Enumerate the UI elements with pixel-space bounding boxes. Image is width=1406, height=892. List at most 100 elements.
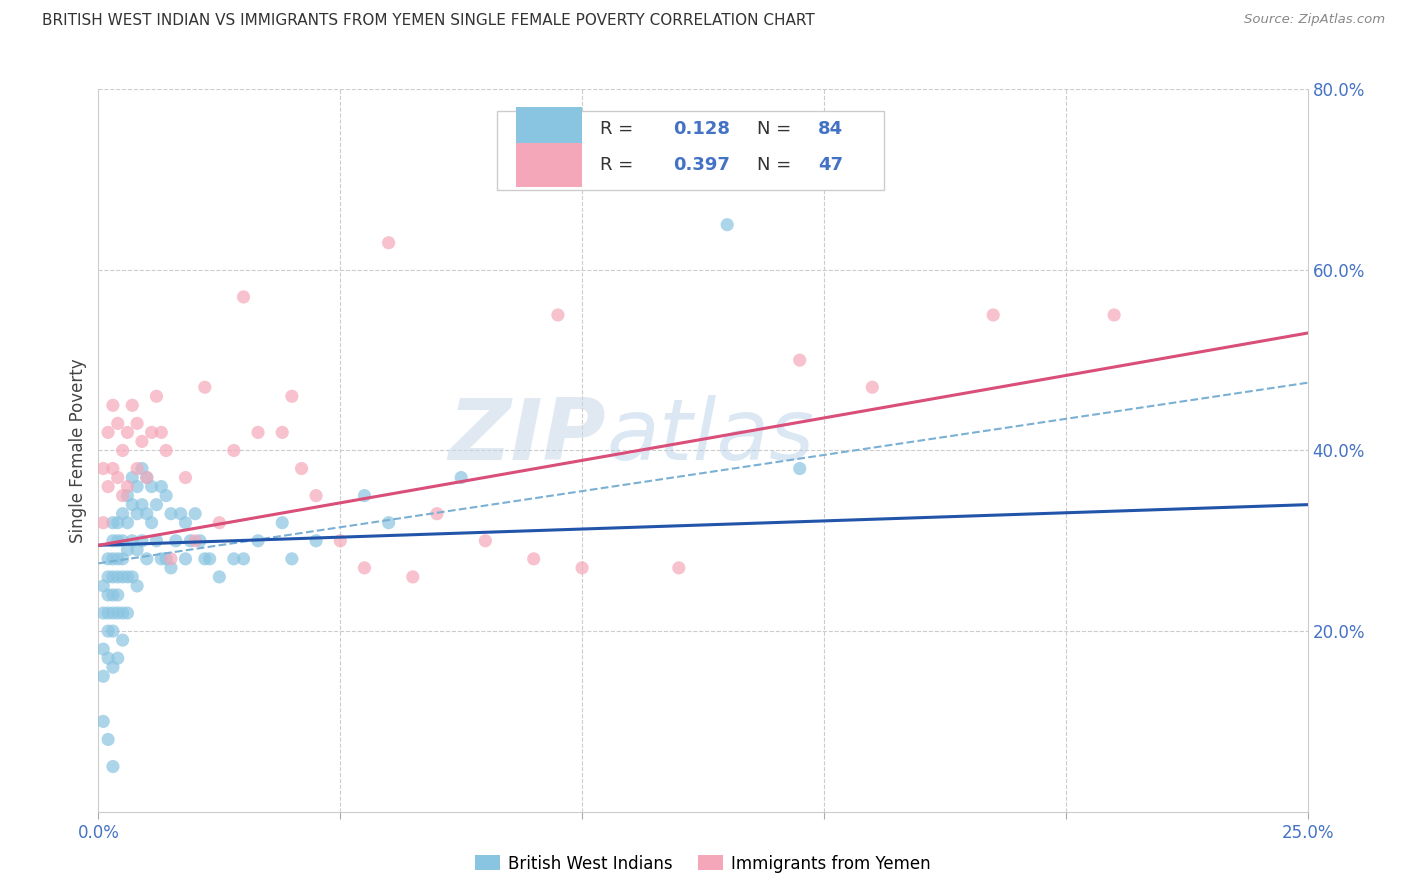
- Point: [127, 542, 149, 557]
- Point: [232, 290, 254, 304]
- Point: [208, 516, 231, 530]
- Point: [107, 516, 129, 530]
- Point: [101, 516, 124, 530]
- Point: [145, 498, 167, 512]
- Point: [131, 533, 153, 548]
- Point: [117, 425, 139, 440]
- Point: [716, 218, 738, 232]
- Point: [145, 389, 167, 403]
- Point: [377, 235, 399, 250]
- Point: [107, 470, 129, 484]
- Point: [141, 480, 163, 494]
- Point: [155, 551, 177, 566]
- Point: [111, 443, 134, 458]
- Point: [145, 533, 167, 548]
- Point: [91, 714, 114, 729]
- Text: BRITISH WEST INDIAN VS IMMIGRANTS FROM YEMEN SINGLE FEMALE POVERTY CORRELATION C: BRITISH WEST INDIAN VS IMMIGRANTS FROM Y…: [42, 13, 815, 29]
- Point: [91, 461, 114, 475]
- Point: [160, 551, 183, 566]
- Point: [117, 542, 139, 557]
- Point: [131, 498, 153, 512]
- Point: [789, 353, 811, 368]
- Point: [117, 570, 139, 584]
- Point: [91, 669, 114, 683]
- Point: [117, 606, 139, 620]
- Point: [101, 461, 124, 475]
- Point: [111, 489, 134, 503]
- Text: 0.397: 0.397: [672, 156, 730, 174]
- Point: [305, 533, 328, 548]
- Text: R =: R =: [600, 120, 640, 138]
- Point: [353, 489, 375, 503]
- Point: [101, 551, 124, 566]
- Point: [281, 389, 304, 403]
- Point: [101, 570, 124, 584]
- Point: [377, 516, 399, 530]
- Point: [184, 533, 207, 548]
- Point: [127, 579, 149, 593]
- Point: [101, 660, 124, 674]
- Point: [150, 480, 173, 494]
- Point: [353, 561, 375, 575]
- Point: [281, 551, 304, 566]
- Point: [247, 533, 270, 548]
- Point: [107, 417, 129, 431]
- Point: [131, 434, 153, 449]
- Text: 47: 47: [818, 156, 842, 174]
- Point: [121, 398, 143, 412]
- Y-axis label: Single Female Poverty: Single Female Poverty: [69, 359, 87, 542]
- Point: [107, 570, 129, 584]
- Point: [179, 533, 201, 548]
- Point: [97, 480, 120, 494]
- Point: [305, 489, 328, 503]
- Point: [121, 533, 143, 548]
- FancyBboxPatch shape: [516, 107, 582, 151]
- Point: [208, 570, 231, 584]
- Point: [194, 380, 217, 394]
- Point: [135, 470, 157, 484]
- Point: [165, 533, 187, 548]
- Point: [150, 425, 173, 440]
- Point: [141, 425, 163, 440]
- Point: [198, 551, 221, 566]
- Point: [402, 570, 425, 584]
- Point: [150, 551, 173, 566]
- Point: [174, 470, 197, 484]
- Point: [111, 507, 134, 521]
- Point: [101, 398, 124, 412]
- Point: [127, 480, 149, 494]
- Point: [127, 507, 149, 521]
- Point: [860, 380, 883, 394]
- Point: [222, 443, 245, 458]
- Point: [981, 308, 1004, 322]
- Point: [111, 570, 134, 584]
- Text: atlas: atlas: [606, 394, 814, 477]
- Point: [174, 551, 197, 566]
- Point: [571, 561, 593, 575]
- Point: [135, 551, 157, 566]
- Point: [271, 516, 294, 530]
- Point: [111, 551, 134, 566]
- Point: [111, 633, 134, 648]
- Point: [232, 551, 254, 566]
- Point: [160, 507, 183, 521]
- Text: ZIP: ZIP: [449, 394, 606, 477]
- Point: [135, 507, 157, 521]
- Point: [101, 588, 124, 602]
- Point: [141, 516, 163, 530]
- Point: [117, 516, 139, 530]
- Point: [523, 551, 546, 566]
- Point: [101, 759, 124, 773]
- Point: [97, 425, 120, 440]
- Point: [101, 624, 124, 639]
- Point: [474, 533, 496, 548]
- Point: [91, 642, 114, 657]
- Point: [127, 461, 149, 475]
- Text: N =: N =: [758, 120, 797, 138]
- Point: [107, 606, 129, 620]
- Point: [107, 651, 129, 665]
- Point: [117, 480, 139, 494]
- Point: [290, 461, 312, 475]
- Point: [97, 606, 120, 620]
- Point: [789, 461, 811, 475]
